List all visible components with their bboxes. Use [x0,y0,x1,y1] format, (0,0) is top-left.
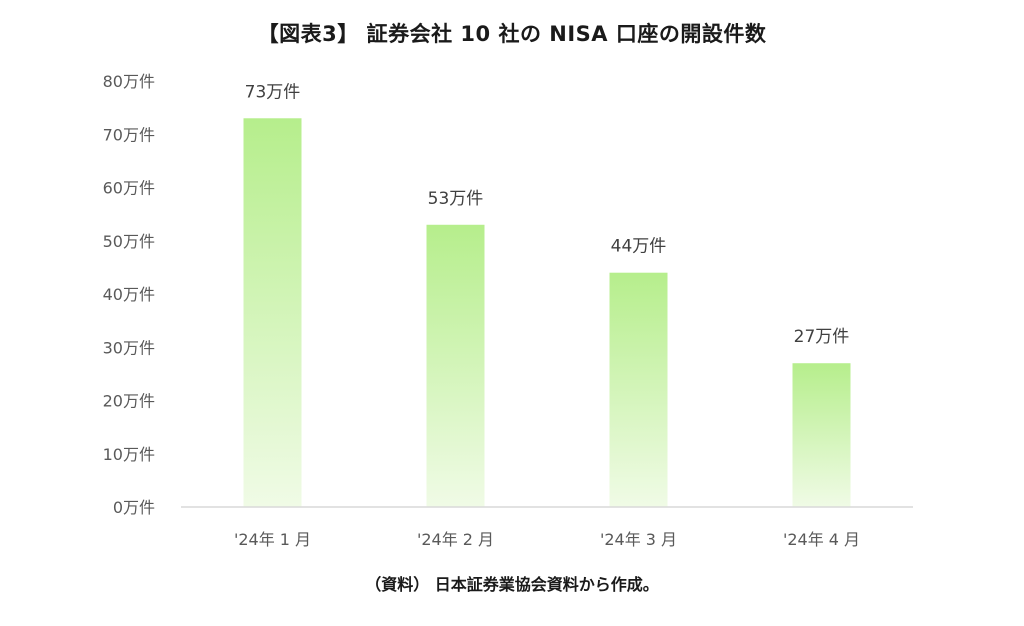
y-tick-label: 60万件 [103,179,155,198]
y-tick-label: 70万件 [103,125,155,144]
bar [243,118,302,508]
y-tick-label: 80万件 [103,72,155,91]
y-tick-label: 50万件 [103,232,155,251]
data-label: 27万件 [794,327,850,347]
x-tick-label: '24年 2 月 [417,530,494,549]
data-label: 73万件 [245,82,301,102]
bar [609,272,668,507]
y-tick-label: 0万件 [113,498,155,517]
data-label: 44万件 [611,237,667,257]
bar [792,363,851,507]
y-tick-label: 40万件 [103,285,155,304]
source-note: （資料） 日本証券業協会資料から作成。 [365,575,659,594]
data-label: 53万件 [428,189,484,209]
y-tick-label: 30万件 [103,338,155,357]
x-tick-label: '24年 3 月 [600,530,677,549]
chart-title: 【図表3】 証券会社 10 社の NISA 口座の開設件数 [257,22,767,46]
y-tick-label: 10万件 [103,445,155,464]
y-tick-label: 20万件 [103,392,155,411]
x-tick-label: '24年 4 月 [783,530,860,549]
bar [426,224,485,507]
x-tick-label: '24年 1 月 [234,530,311,549]
